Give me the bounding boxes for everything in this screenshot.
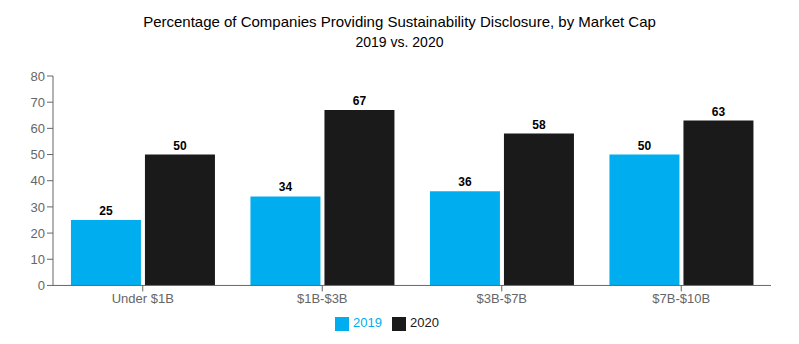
html-text:Percentage of Companies Provid: Percentage of Companies Providing Sustai… (143, 13, 656, 30)
svg-text:0: 0 (38, 278, 45, 293)
svg-text:63: 63 (712, 105, 726, 119)
svg-text:50: 50 (638, 139, 652, 153)
svg-text:30: 30 (31, 200, 45, 215)
html-text:2019: 2019 (353, 315, 382, 331)
svg-text:25: 25 (99, 204, 113, 218)
svg-text:70: 70 (31, 95, 45, 110)
svg-text:10: 10 (31, 252, 45, 267)
svg-text:$1B-$3B: $1B-$3B (297, 291, 348, 306)
svg-text:Under $1B: Under $1B (112, 291, 174, 306)
svg-text:34: 34 (279, 180, 293, 194)
svg-text:50: 50 (173, 139, 187, 153)
svg-text:$3B-$7B: $3B-$7B (476, 291, 527, 306)
svg-text:58: 58 (532, 118, 546, 132)
svg-text:50: 50 (31, 147, 45, 162)
svg-text:40: 40 (31, 173, 45, 188)
svg-text:$7B-$10B: $7B-$10B (652, 291, 710, 306)
svg-text:80: 80 (31, 69, 45, 84)
svg-text:67: 67 (353, 94, 367, 108)
svg-text:60: 60 (31, 121, 45, 136)
html-text:2020: 2020 (410, 315, 439, 331)
html-text:2019 vs. 2020: 2019 vs. 2020 (355, 34, 444, 50)
svg-text:20: 20 (31, 226, 45, 241)
svg-text:36: 36 (458, 175, 472, 189)
